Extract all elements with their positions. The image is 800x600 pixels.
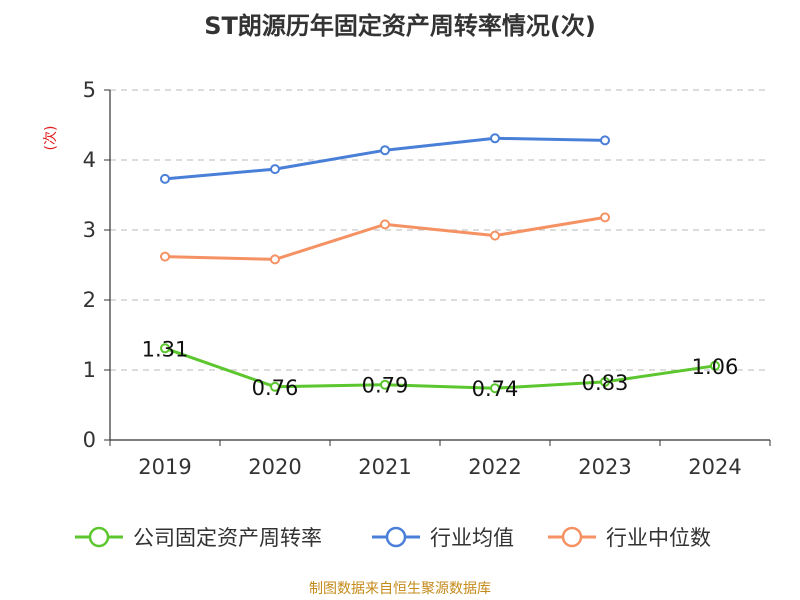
- data-point: [380, 379, 390, 390]
- y-tick-label: 3: [83, 218, 96, 242]
- data-point: [600, 212, 610, 223]
- legend-marker: [385, 526, 407, 548]
- data-point: [160, 173, 170, 184]
- x-tick-label: 2021: [358, 455, 411, 479]
- y-tick-label: 1: [83, 358, 96, 382]
- data-point: [490, 230, 500, 241]
- data-point: [710, 360, 720, 371]
- legend-marker: [561, 526, 583, 548]
- data-point: [270, 381, 280, 392]
- legend-label: 行业中位数: [606, 526, 711, 550]
- data-point: [490, 133, 500, 144]
- legend-item: 行业均值: [372, 526, 514, 550]
- legend: 公司固定资产周转率 行业均值 行业中位数: [75, 526, 711, 550]
- legend-item: 行业中位数: [548, 526, 711, 550]
- data-point: [160, 251, 170, 262]
- legend-item: 公司固定资产周转率: [75, 526, 322, 550]
- data-point: [600, 376, 610, 387]
- source-note: 制图数据来自恒生聚源数据库: [309, 581, 491, 597]
- data-point: [160, 343, 170, 354]
- series-group: [160, 133, 720, 394]
- data-point: [380, 219, 390, 230]
- data-point: [600, 135, 610, 146]
- data-point: [490, 383, 500, 394]
- data-label: 1.31: [142, 337, 189, 361]
- data-point: [270, 254, 280, 265]
- legend-marker: [88, 526, 110, 548]
- x-tick-label: 2022: [468, 455, 521, 479]
- data-label: 0.79: [362, 374, 409, 398]
- x-tick-label: 2023: [578, 455, 631, 479]
- x-tick-label: 2020: [248, 455, 301, 479]
- x-tick-label: 2024: [688, 455, 741, 479]
- axes: 0 1 2 3 4 5 2019 2020 2021 2022 2023 2024: [83, 78, 771, 479]
- data-label: 0.74: [472, 377, 519, 401]
- legend-label: 行业均值: [430, 526, 514, 550]
- data-label: 1.06: [692, 355, 739, 379]
- data-label: 0.83: [582, 371, 629, 395]
- y-tick-label: 0: [83, 428, 96, 452]
- x-tick-label: 2019: [138, 455, 191, 479]
- data-label: 0.76: [252, 376, 299, 400]
- legend-label: 公司固定资产周转率: [133, 526, 322, 550]
- y-tick-label: 2: [83, 288, 96, 312]
- data-labels: 1.31 0.76 0.79 0.74 0.83 1.06: [142, 337, 739, 401]
- data-point: [380, 145, 390, 156]
- y-tick-label: 5: [83, 78, 96, 102]
- data-point: [270, 164, 280, 175]
- series-line-0: [164, 346, 716, 390]
- series-line-1: [164, 136, 606, 181]
- y-tick-label: 4: [83, 148, 96, 172]
- chart-title: ST朗源历年固定资产周转率情况(次): [204, 12, 596, 40]
